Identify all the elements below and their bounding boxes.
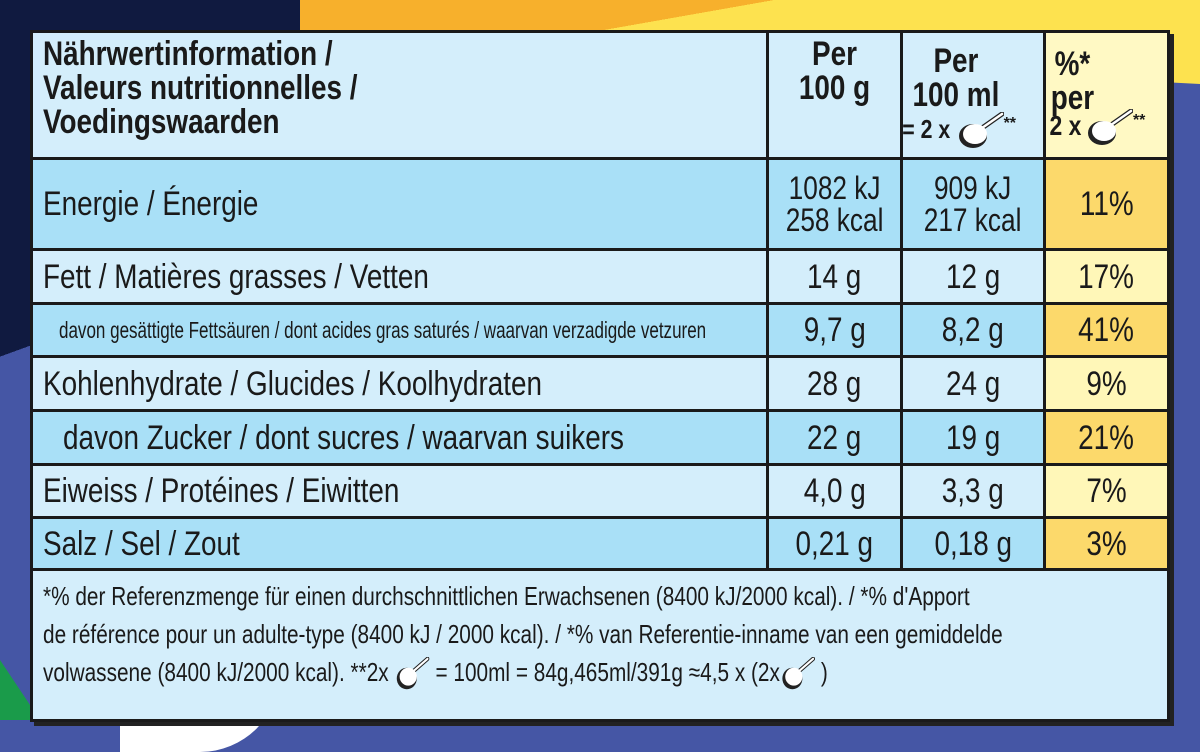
table-row: Salz / Sel / Zout 0,21 g 0,18 g 3% — [33, 519, 1167, 571]
header-per-100g: Per 100 g — [769, 33, 903, 157]
table-row: Kohlenhydrate / Glucides / Koolhydraten … — [33, 358, 1167, 412]
header-text: 100 g — [798, 69, 871, 107]
header-text: Per — [933, 42, 979, 80]
row-label: Salz / Sel / Zout — [33, 519, 769, 568]
row-label: davon gesättigte Fettsäuren / dont acide… — [33, 305, 769, 355]
value-percent: 11% — [1046, 160, 1167, 248]
value-per-100ml: 0,18 g — [903, 519, 1046, 568]
row-label: Eiweiss / Protéines / Eiwitten — [33, 466, 769, 516]
scoop-icon — [394, 657, 429, 691]
scoop-icon — [956, 112, 1004, 150]
value-percent: 21% — [1046, 412, 1167, 463]
value-percent: 41% — [1046, 305, 1167, 355]
row-label: davon Zucker / dont sucres / waarvan sui… — [33, 412, 769, 463]
value-per-100g: 22 g — [769, 412, 903, 463]
value-per-100ml: 3,3 g — [903, 466, 1046, 516]
header-label: Nährwertinformation / Valeurs nutritionn… — [33, 33, 769, 157]
table-row: davon gesättigte Fettsäuren / dont acide… — [33, 305, 1167, 358]
header-text: 100 ml — [912, 76, 1000, 114]
footnote-marker: ** — [1003, 115, 1017, 133]
nutrition-table: Nährwertinformation / Valeurs nutritionn… — [30, 30, 1170, 722]
value-percent: 3% — [1046, 519, 1167, 568]
table-row: Eiweiss / Protéines / Eiwitten 4,0 g 3,3… — [33, 466, 1167, 519]
table-row: Fett / Matières grasses / Vetten 14 g 12… — [33, 251, 1167, 305]
value-per-100g: 0,21 g — [769, 519, 903, 568]
table-row: Energie / Énergie 1082 kJ 258 kcal 909 kJ… — [33, 160, 1167, 251]
value-per-100ml: 8,2 g — [903, 305, 1046, 355]
header-text: = 2 x — [902, 113, 951, 144]
value-percent: 7% — [1046, 466, 1167, 516]
header-label-line: Nährwertinformation / — [43, 35, 333, 73]
footnote-marker: ** — [1132, 112, 1146, 130]
row-label: Fett / Matières grasses / Vetten — [33, 251, 769, 302]
header-text: 2 x — [1049, 110, 1082, 142]
value-per-100g: 1082 kJ 258 kcal — [769, 160, 903, 248]
header-text: Per — [812, 35, 857, 73]
value-per-100g: 4,0 g — [769, 466, 903, 516]
footnote-line: de référence pour un adulte-type (8400 k… — [43, 619, 1003, 649]
scoop-icon — [780, 657, 815, 691]
value-per-100g: 9,7 g — [769, 305, 903, 355]
value-per-100g: 28 g — [769, 358, 903, 409]
header-per-100ml: Per 100 ml = 2 x ** — [902, 33, 1046, 157]
header-text: per — [1050, 79, 1095, 117]
value-per-100ml: 909 kJ 217 kcal — [903, 160, 1046, 248]
value-per-100ml: 12 g — [903, 251, 1046, 302]
row-label: Kohlenhydrate / Glucides / Koolhydraten — [33, 358, 769, 409]
header-label-line: Valeurs nutritionnelles / — [43, 69, 358, 107]
table-header-row: Nährwertinformation / Valeurs nutritionn… — [33, 33, 1167, 160]
table-row: davon Zucker / dont sucres / waarvan sui… — [33, 412, 1167, 466]
row-label: Energie / Énergie — [33, 160, 769, 248]
header-text: %* — [1054, 45, 1091, 83]
header-label-line: Voedingswaarden — [43, 103, 280, 141]
footnote-line: *% der Referenzmenge für einen durchschn… — [43, 581, 970, 611]
footnote: *% der Referenzmenge für einen durchschn… — [43, 577, 1153, 691]
value-per-100ml: 19 g — [903, 412, 1046, 463]
footnote-line: volwassene (8400 kJ/2000 kcal). **2x = 1… — [43, 653, 828, 691]
value-percent: 9% — [1046, 358, 1167, 409]
value-percent: 17% — [1046, 251, 1167, 302]
value-per-100g: 14 g — [769, 251, 903, 302]
value-per-100ml: 24 g — [903, 358, 1046, 409]
header-percent: %* per 2 x ** — [1046, 33, 1167, 157]
